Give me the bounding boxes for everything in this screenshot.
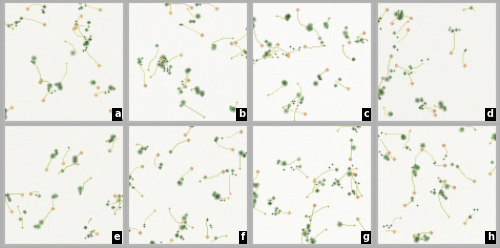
Text: d: d xyxy=(487,109,494,119)
Text: e: e xyxy=(114,232,120,242)
Text: c: c xyxy=(364,109,370,119)
Text: g: g xyxy=(362,232,370,242)
Text: a: a xyxy=(114,109,120,119)
Text: h: h xyxy=(487,232,494,242)
Text: b: b xyxy=(238,109,245,119)
Text: f: f xyxy=(241,232,245,242)
